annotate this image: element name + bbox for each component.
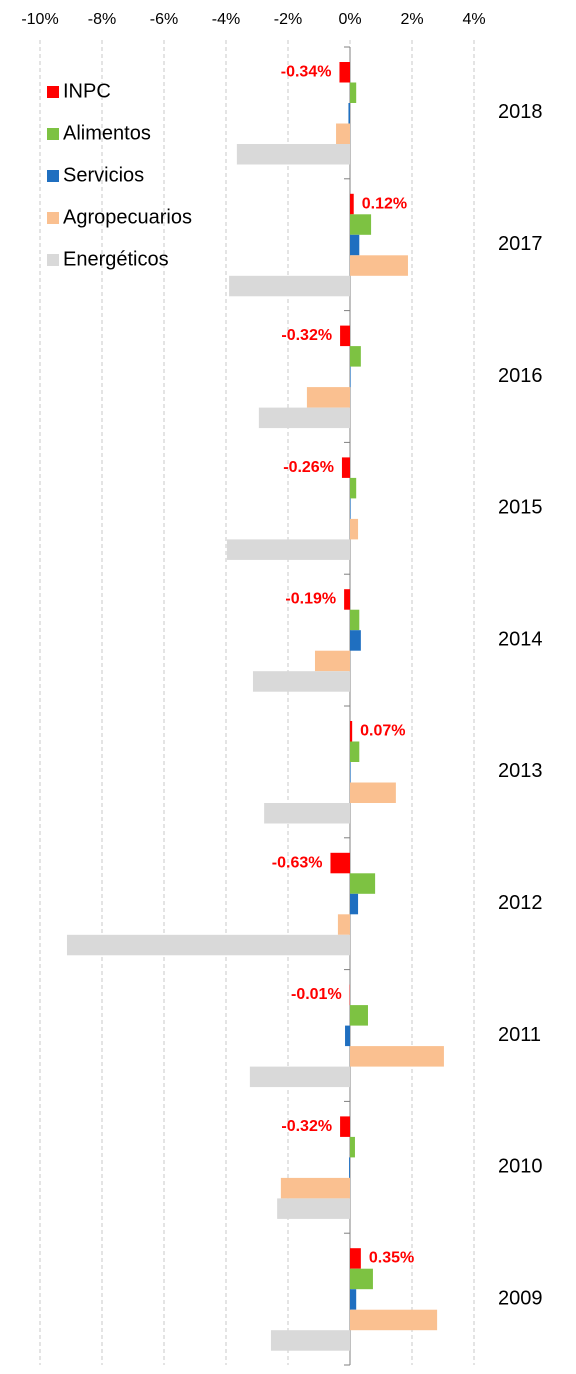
data-label: 0.35% bbox=[369, 1250, 414, 1267]
y-tick-label: 2013 bbox=[498, 760, 543, 782]
data-label: 0.12% bbox=[362, 195, 407, 212]
bar bbox=[337, 914, 350, 935]
bar bbox=[350, 82, 357, 103]
bar bbox=[350, 214, 372, 235]
bar bbox=[350, 1046, 444, 1067]
x-tick-label: 0% bbox=[338, 11, 361, 28]
y-tick-label: 2009 bbox=[498, 1287, 543, 1309]
data-label: -0.32% bbox=[281, 327, 332, 344]
bar bbox=[350, 518, 359, 540]
bar bbox=[348, 103, 350, 124]
y-tick-label: 2018 bbox=[498, 101, 543, 123]
y-tick-label: 2012 bbox=[498, 892, 543, 914]
bar bbox=[341, 457, 350, 478]
bar bbox=[249, 1066, 350, 1088]
bar bbox=[350, 609, 360, 631]
bar bbox=[350, 477, 357, 499]
y-tick-label: 2016 bbox=[498, 365, 543, 387]
bar bbox=[258, 407, 350, 429]
data-label: -0.63% bbox=[272, 854, 323, 871]
legend-swatch bbox=[47, 86, 59, 98]
bar bbox=[350, 346, 361, 367]
bar bbox=[350, 255, 408, 276]
bar bbox=[350, 741, 360, 762]
bar bbox=[344, 589, 350, 610]
bar bbox=[236, 144, 350, 165]
bar bbox=[306, 387, 350, 408]
bar bbox=[350, 1136, 355, 1158]
data-label: 0.07% bbox=[360, 722, 405, 739]
legend-swatch bbox=[47, 128, 59, 140]
bar bbox=[350, 630, 361, 651]
legend-label: Alimentos bbox=[63, 122, 151, 144]
bar bbox=[350, 782, 396, 803]
y-tick-label: 2015 bbox=[498, 497, 543, 519]
bar bbox=[270, 1330, 350, 1351]
bar bbox=[226, 539, 350, 560]
bar bbox=[340, 325, 350, 347]
y-tick-label: 2011 bbox=[498, 1024, 541, 1046]
bar bbox=[339, 62, 350, 83]
x-tick-label: -8% bbox=[88, 11, 116, 28]
legend-label: Agropecuarios bbox=[63, 206, 192, 228]
bar bbox=[264, 803, 350, 824]
bar bbox=[350, 721, 353, 742]
y-tick-label: 2010 bbox=[498, 1156, 543, 1178]
bar bbox=[229, 275, 350, 297]
y-tick-label: 2017 bbox=[498, 233, 543, 255]
data-label: -0.01% bbox=[291, 986, 342, 1003]
bar bbox=[314, 650, 350, 672]
bar bbox=[350, 1005, 368, 1026]
bar bbox=[350, 1248, 361, 1269]
bar bbox=[330, 852, 350, 874]
bar bbox=[340, 1116, 350, 1137]
bar bbox=[350, 873, 376, 894]
legend-swatch bbox=[47, 254, 59, 266]
bar bbox=[350, 762, 351, 783]
x-tick-label: 4% bbox=[462, 11, 485, 28]
data-label: -0.19% bbox=[285, 591, 336, 608]
bar bbox=[350, 366, 351, 388]
data-label: -0.32% bbox=[281, 1118, 332, 1135]
legend-swatch bbox=[47, 212, 59, 224]
bar bbox=[252, 671, 350, 692]
bar bbox=[277, 1198, 350, 1219]
bar bbox=[349, 1157, 350, 1178]
y-tick-label: 2014 bbox=[498, 628, 543, 650]
data-label: -0.26% bbox=[283, 459, 334, 476]
bar bbox=[66, 934, 350, 956]
bar bbox=[350, 1289, 357, 1310]
bar bbox=[350, 193, 354, 215]
data-label: -0.34% bbox=[281, 63, 332, 80]
bar bbox=[280, 1177, 350, 1199]
x-tick-label: 2% bbox=[400, 11, 423, 28]
bar bbox=[350, 1268, 373, 1290]
bar bbox=[345, 1025, 350, 1047]
x-tick-label: -10% bbox=[21, 11, 58, 28]
legend-label: Energéticos bbox=[63, 248, 169, 270]
x-tick-label: -2% bbox=[274, 11, 302, 28]
bar bbox=[350, 498, 351, 519]
x-tick-label: -6% bbox=[150, 11, 178, 28]
x-tick-label: -4% bbox=[212, 11, 240, 28]
legend-label: INPC bbox=[63, 80, 111, 102]
bar bbox=[350, 1309, 438, 1331]
legend-label: Servicios bbox=[63, 164, 144, 186]
bar bbox=[336, 123, 350, 144]
legend-swatch bbox=[47, 170, 59, 182]
bar bbox=[350, 893, 359, 915]
bar bbox=[350, 234, 360, 256]
